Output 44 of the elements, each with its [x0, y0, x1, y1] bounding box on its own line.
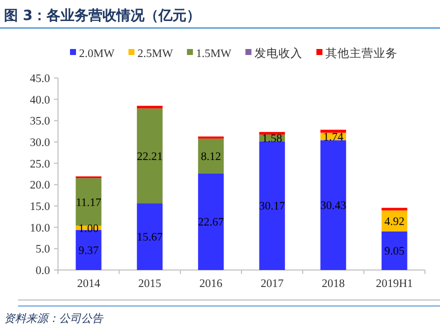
- data-label: 4.92: [384, 216, 405, 228]
- y-tick-label: 15.0: [30, 201, 50, 213]
- y-tick-label: 25.0: [30, 158, 50, 170]
- bar: [76, 178, 102, 226]
- bar: [259, 141, 285, 270]
- bar: [198, 138, 224, 174]
- x-tick-label: 2018: [322, 278, 345, 290]
- text: 资料来源：公司公告: [4, 312, 104, 325]
- y-tick-label: 45.0: [30, 73, 50, 85]
- data-label: 30.43: [320, 200, 346, 212]
- bar: [136, 106, 163, 108]
- x-tick-label: 2015: [138, 278, 162, 290]
- data-label: 11.17: [76, 196, 102, 209]
- x-tick-label: 2016: [199, 278, 223, 290]
- y-tick-label: 0.0: [36, 265, 50, 277]
- data-label: 8.12: [200, 150, 222, 163]
- y-tick-label: 35.0: [30, 116, 50, 128]
- legend-label: 2.5MW: [137, 48, 174, 60]
- legend-label: 其他主营业务: [325, 46, 398, 60]
- chart-title: 图 3：各业务营收情况（亿元）: [4, 8, 201, 24]
- bar: [198, 136, 224, 139]
- y-tick-label: 20.0: [30, 180, 50, 192]
- bar: [382, 231, 408, 270]
- bar: [136, 203, 163, 270]
- data-label: 15.67: [136, 232, 163, 244]
- bar: [136, 108, 163, 204]
- y-tick-label: 10.0: [30, 222, 50, 234]
- data-label: 22.21: [136, 150, 163, 163]
- y-tick-label: 40.0: [30, 94, 50, 106]
- legend-label: 发电收入: [254, 46, 302, 60]
- bar: [198, 173, 224, 270]
- data-label: 22.67: [198, 216, 224, 229]
- data-label: 9.05: [384, 246, 405, 258]
- x-tick-label: 2017: [260, 278, 284, 290]
- bar: [320, 140, 346, 270]
- legend-label: 1.5MW: [196, 48, 232, 60]
- x-tick-label: 2019H1: [376, 278, 414, 290]
- data-label: 30.17: [259, 200, 286, 213]
- y-tick-label: 30.0: [30, 137, 50, 149]
- x-tick-label: 2014: [77, 278, 100, 290]
- data-label: 9.37: [78, 245, 99, 258]
- y-tick-label: 5.0: [36, 244, 50, 256]
- bar: [382, 208, 408, 210]
- legend-label: 2.0MW: [79, 48, 115, 60]
